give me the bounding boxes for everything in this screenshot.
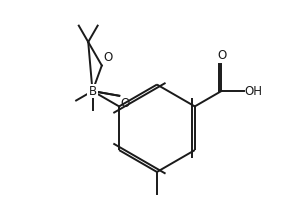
Text: O: O xyxy=(120,97,130,110)
Text: O: O xyxy=(218,49,227,61)
Text: O: O xyxy=(103,51,112,64)
Text: OH: OH xyxy=(244,85,262,98)
Text: B: B xyxy=(88,85,96,98)
